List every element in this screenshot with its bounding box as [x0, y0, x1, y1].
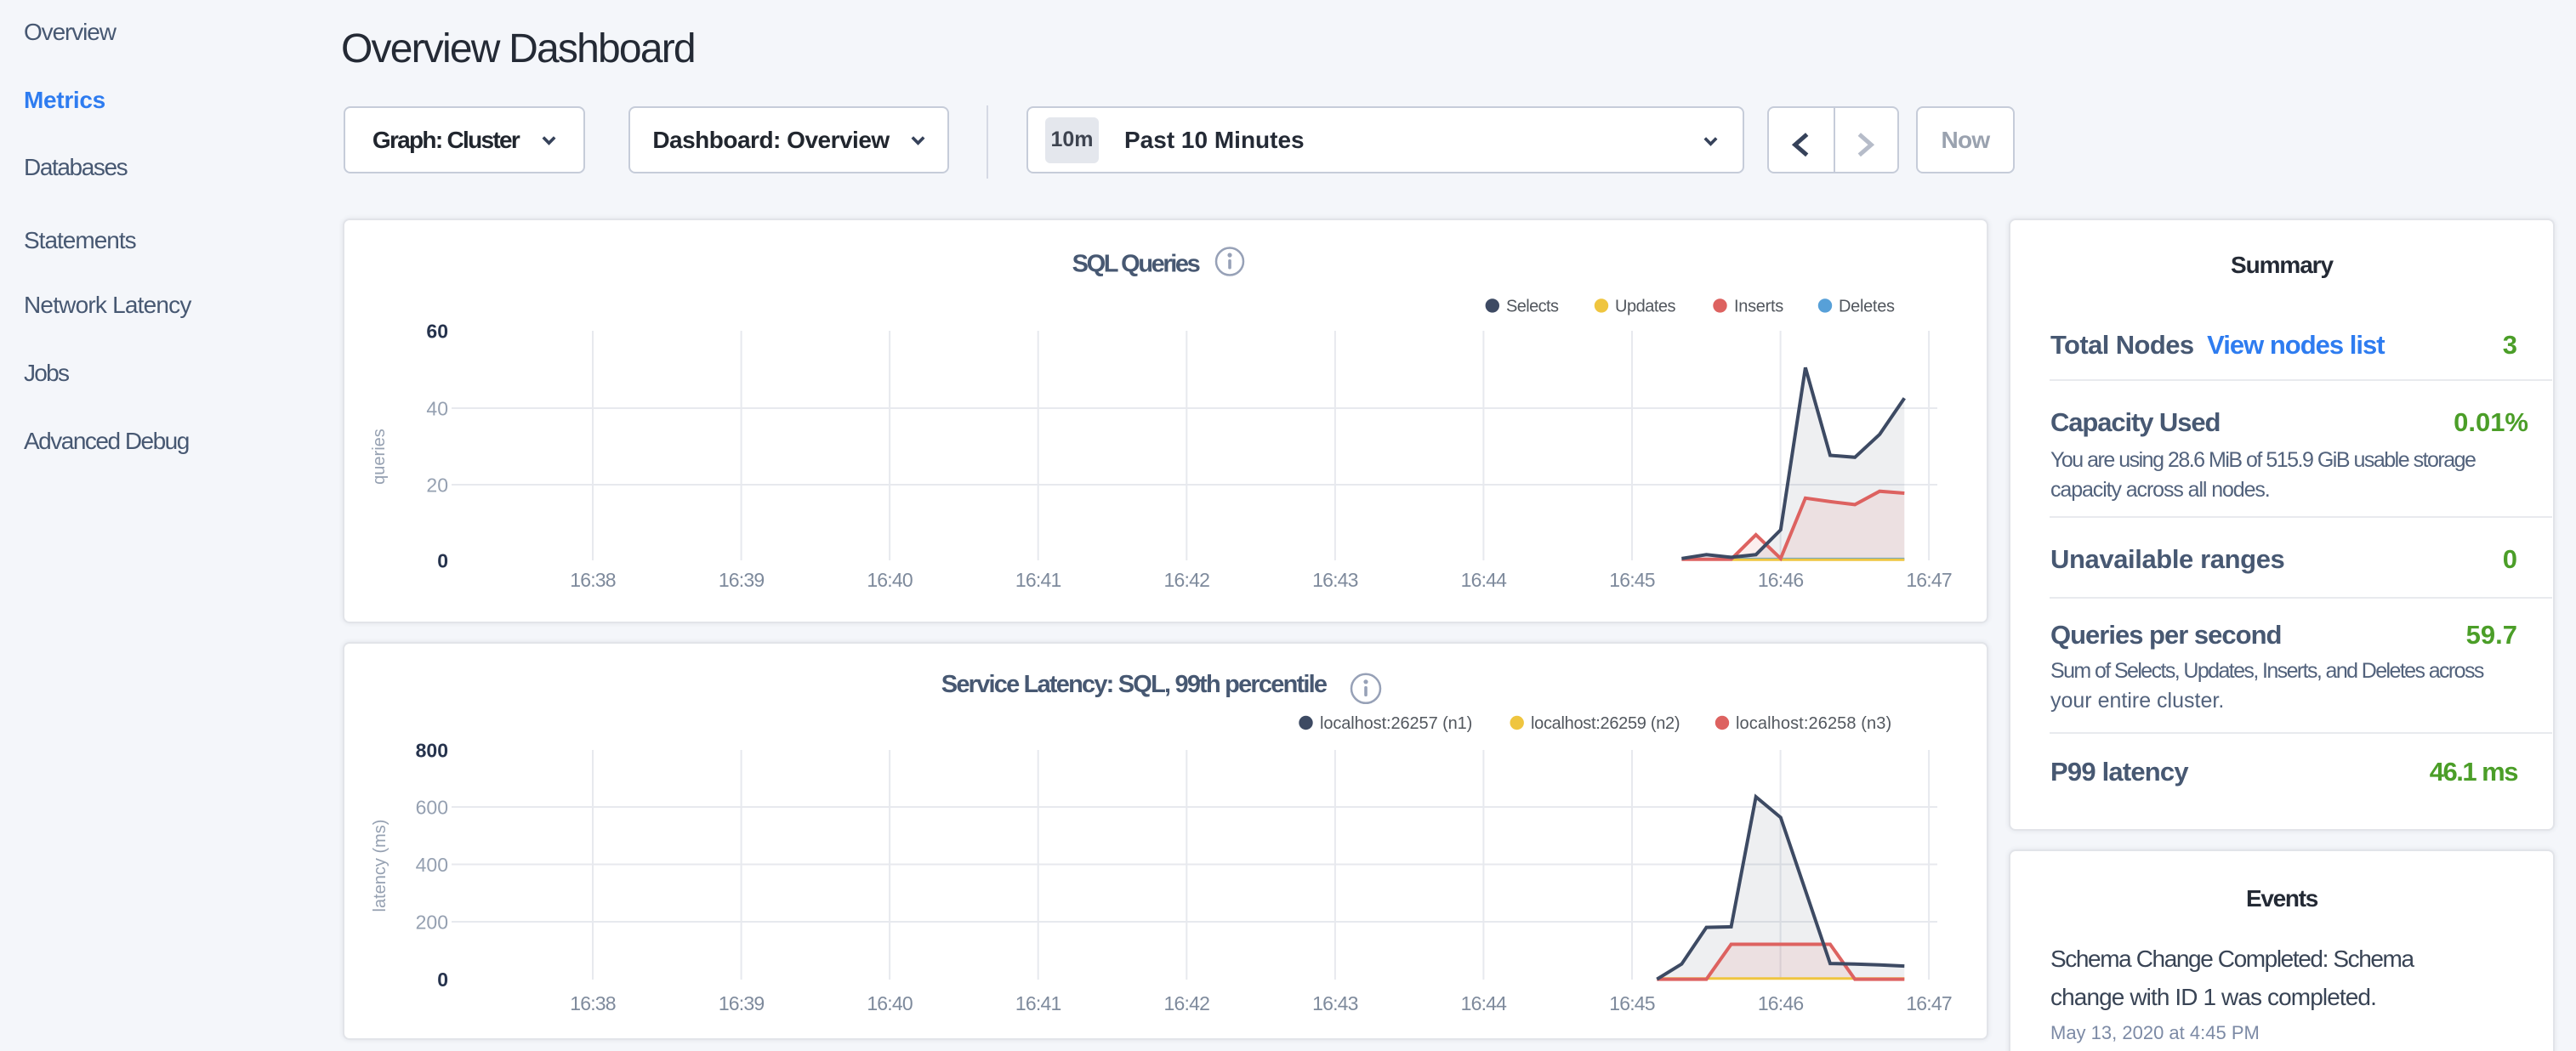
svg-text:16:38: 16:38 — [570, 992, 616, 1014]
svg-text:16:47: 16:47 — [1906, 992, 1952, 1014]
svg-text:SQL Queries: SQL Queries — [1072, 251, 1200, 278]
svg-text:16:43: 16:43 — [1312, 569, 1358, 591]
svg-text:600: 600 — [416, 796, 448, 818]
svg-text:16:41: 16:41 — [1015, 992, 1061, 1014]
svg-text:localhost:26257 (n1): localhost:26257 (n1) — [1320, 714, 1472, 733]
svg-text:16:47: 16:47 — [1906, 569, 1952, 591]
svg-text:20: 20 — [426, 474, 448, 496]
svg-text:16:46: 16:46 — [1758, 992, 1804, 1014]
svg-text:Deletes: Deletes — [1839, 298, 1895, 316]
svg-text:16:41: 16:41 — [1015, 569, 1061, 591]
svg-text:Updates: Updates — [1615, 298, 1675, 316]
svg-text:localhost:26259 (n2): localhost:26259 (n2) — [1531, 714, 1680, 733]
svg-text:Inserts: Inserts — [1734, 298, 1783, 316]
svg-text:16:39: 16:39 — [719, 992, 765, 1014]
svg-text:16:46: 16:46 — [1758, 569, 1804, 591]
svg-text:16:44: 16:44 — [1461, 992, 1508, 1014]
svg-text:800: 800 — [416, 739, 448, 761]
svg-text:16:42: 16:42 — [1164, 569, 1210, 591]
svg-text:16:45: 16:45 — [1609, 992, 1655, 1014]
svg-text:400: 400 — [416, 854, 448, 876]
svg-text:0: 0 — [437, 549, 448, 571]
svg-text:16:40: 16:40 — [867, 992, 913, 1014]
svg-text:60: 60 — [426, 320, 448, 342]
svg-text:16:43: 16:43 — [1312, 992, 1358, 1014]
svg-text:16:38: 16:38 — [570, 569, 616, 591]
svg-text:0: 0 — [437, 969, 448, 991]
svg-text:queries: queries — [370, 429, 389, 485]
svg-text:16:39: 16:39 — [719, 569, 765, 591]
svg-text:localhost:26258 (n3): localhost:26258 (n3) — [1736, 714, 1891, 733]
svg-text:40: 40 — [426, 397, 448, 419]
svg-text:16:42: 16:42 — [1164, 992, 1210, 1014]
svg-text:Selects: Selects — [1506, 298, 1559, 316]
svg-text:16:40: 16:40 — [867, 569, 913, 591]
svg-text:200: 200 — [416, 911, 448, 933]
svg-text:latency (ms): latency (ms) — [371, 820, 390, 912]
svg-text:16:44: 16:44 — [1461, 569, 1508, 591]
svg-text:Service Latency: SQL, 99th per: Service Latency: SQL, 99th percentile — [941, 671, 1328, 698]
svg-text:16:45: 16:45 — [1609, 569, 1655, 591]
